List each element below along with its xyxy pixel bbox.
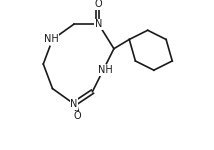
Text: N: N <box>95 19 102 29</box>
Text: NH: NH <box>44 34 58 44</box>
Text: NH: NH <box>98 65 112 75</box>
Text: N: N <box>70 99 78 109</box>
Text: O: O <box>73 111 81 121</box>
Text: O: O <box>95 0 102 9</box>
